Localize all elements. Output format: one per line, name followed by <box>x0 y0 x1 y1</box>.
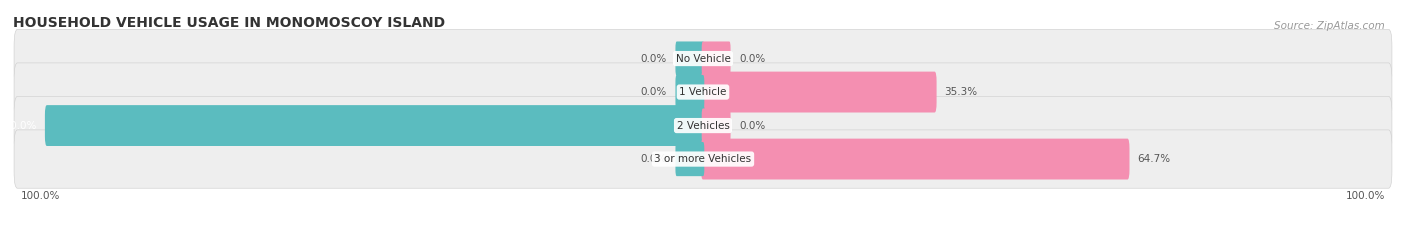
Text: 0.0%: 0.0% <box>641 154 666 164</box>
FancyBboxPatch shape <box>675 142 704 176</box>
Text: No Vehicle: No Vehicle <box>675 54 731 64</box>
FancyBboxPatch shape <box>702 41 731 76</box>
FancyBboxPatch shape <box>702 72 936 113</box>
Text: 2 Vehicles: 2 Vehicles <box>676 121 730 131</box>
Text: 1 Vehicle: 1 Vehicle <box>679 87 727 97</box>
FancyBboxPatch shape <box>45 105 704 146</box>
Text: 0.0%: 0.0% <box>641 87 666 97</box>
FancyBboxPatch shape <box>702 109 731 143</box>
Text: HOUSEHOLD VEHICLE USAGE IN MONOMOSCOY ISLAND: HOUSEHOLD VEHICLE USAGE IN MONOMOSCOY IS… <box>13 16 444 30</box>
FancyBboxPatch shape <box>675 75 704 109</box>
FancyBboxPatch shape <box>14 29 1392 88</box>
Text: 0.0%: 0.0% <box>740 121 765 131</box>
Text: 0.0%: 0.0% <box>641 54 666 64</box>
FancyBboxPatch shape <box>14 63 1392 121</box>
Text: 100.0%: 100.0% <box>21 191 60 201</box>
Text: Source: ZipAtlas.com: Source: ZipAtlas.com <box>1274 21 1385 31</box>
FancyBboxPatch shape <box>14 96 1392 155</box>
Text: 100.0%: 100.0% <box>0 121 37 131</box>
FancyBboxPatch shape <box>14 130 1392 188</box>
Text: 0.0%: 0.0% <box>740 54 765 64</box>
Text: 35.3%: 35.3% <box>945 87 977 97</box>
Text: 100.0%: 100.0% <box>1346 191 1385 201</box>
Text: 3 or more Vehicles: 3 or more Vehicles <box>654 154 752 164</box>
FancyBboxPatch shape <box>675 41 704 76</box>
FancyBboxPatch shape <box>702 139 1129 179</box>
Text: 64.7%: 64.7% <box>1137 154 1170 164</box>
